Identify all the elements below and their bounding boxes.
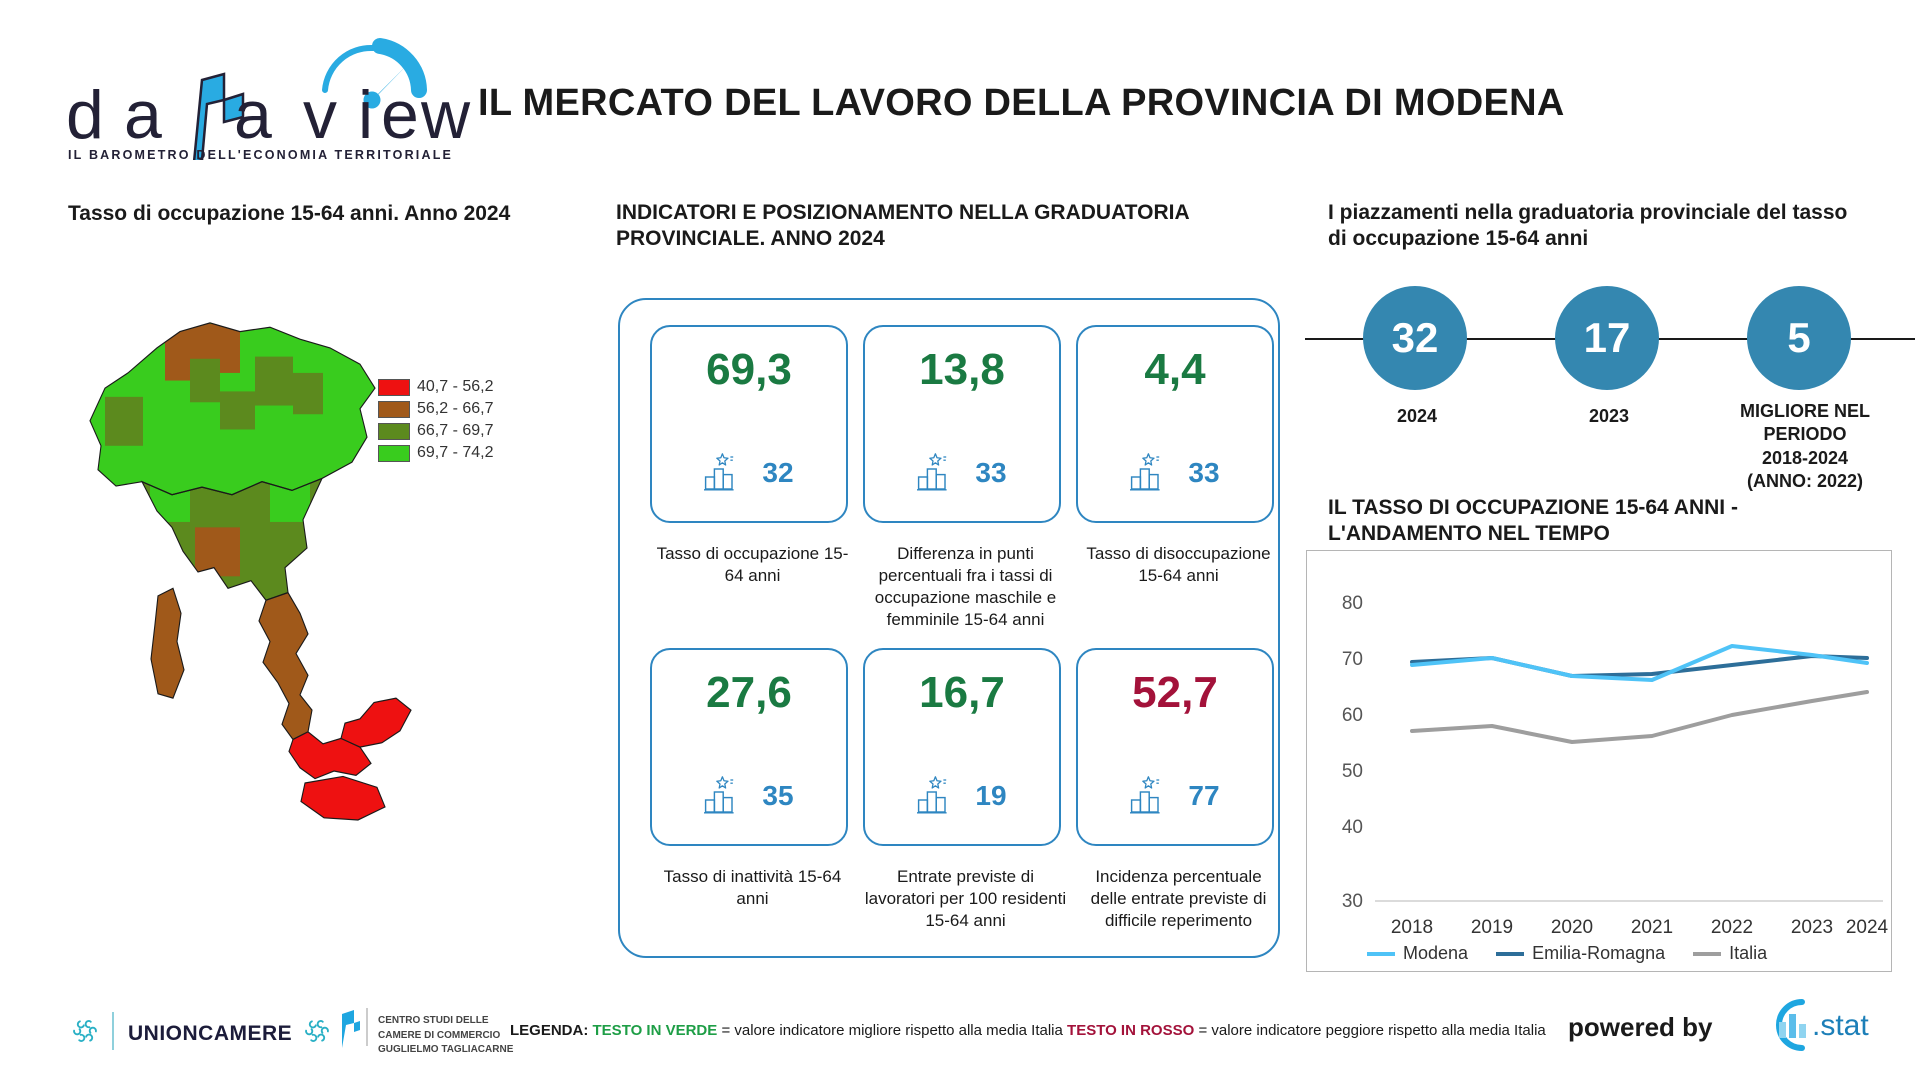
svg-text:d: d	[66, 77, 104, 153]
svg-text:40: 40	[1342, 817, 1363, 838]
svg-text:2019: 2019	[1471, 917, 1513, 938]
svg-text:a: a	[124, 77, 162, 153]
svg-text:w: w	[420, 77, 471, 153]
svg-text:i: i	[358, 77, 373, 153]
svg-text:2024: 2024	[1846, 917, 1889, 938]
svg-text:60: 60	[1342, 705, 1363, 726]
svg-text:70: 70	[1342, 649, 1363, 670]
svg-text:2018: 2018	[1391, 917, 1433, 938]
svg-text:e: e	[381, 77, 419, 153]
svg-text:50: 50	[1342, 761, 1363, 782]
svg-text:30: 30	[1342, 891, 1363, 912]
svg-text:.stat: .stat	[1812, 1009, 1869, 1042]
svg-text:2021: 2021	[1631, 917, 1673, 938]
svg-text:2020: 2020	[1551, 917, 1593, 938]
svg-text:v: v	[303, 77, 337, 153]
svg-text:2023: 2023	[1791, 917, 1833, 938]
svg-text:80: 80	[1342, 593, 1363, 614]
svg-text:2022: 2022	[1711, 917, 1753, 938]
svg-text:a: a	[234, 77, 272, 153]
